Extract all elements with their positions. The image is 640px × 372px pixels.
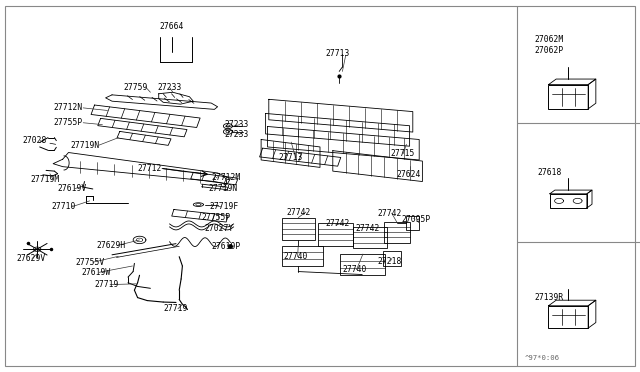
- Text: 27095P: 27095P: [402, 215, 431, 224]
- Bar: [384, 222, 410, 243]
- Text: 27233: 27233: [224, 130, 248, 139]
- Text: 27755V: 27755V: [76, 258, 105, 267]
- Text: 27233: 27233: [157, 83, 182, 92]
- Text: 27719M: 27719M: [31, 175, 60, 184]
- Bar: [383, 251, 401, 266]
- Text: 27719: 27719: [163, 304, 188, 313]
- Text: 27619P: 27619P: [211, 242, 241, 251]
- Text: 27742: 27742: [287, 208, 311, 217]
- Text: 27710: 27710: [51, 202, 76, 211]
- Bar: [548, 84, 588, 109]
- Bar: [550, 194, 587, 208]
- Text: 27218: 27218: [378, 257, 402, 266]
- Text: 27742: 27742: [378, 209, 402, 218]
- Text: 27629H: 27629H: [96, 241, 125, 250]
- Text: 27712: 27712: [138, 164, 162, 173]
- Text: 27713: 27713: [325, 49, 349, 58]
- Bar: [406, 216, 419, 230]
- Text: 27713: 27713: [278, 153, 303, 162]
- Text: 27233: 27233: [224, 120, 248, 129]
- Text: 27742: 27742: [355, 224, 380, 233]
- Text: 27619W: 27619W: [82, 268, 111, 277]
- Text: 27062P: 27062P: [534, 46, 564, 55]
- Text: 27712M: 27712M: [211, 173, 241, 182]
- Text: 27742: 27742: [325, 219, 349, 228]
- Text: 27619V: 27619V: [58, 184, 87, 193]
- Text: 27027Y: 27027Y: [205, 224, 234, 233]
- Text: 27740: 27740: [284, 252, 308, 261]
- Bar: [548, 306, 588, 328]
- Text: 27139R: 27139R: [534, 293, 564, 302]
- Text: 27715: 27715: [390, 149, 415, 158]
- Text: 27629V: 27629V: [16, 254, 45, 263]
- Bar: [340, 254, 385, 275]
- Bar: [353, 227, 387, 248]
- Text: 27740: 27740: [342, 265, 367, 274]
- Bar: [282, 218, 315, 240]
- Text: 27712N: 27712N: [53, 103, 83, 112]
- Text: 27028: 27028: [22, 136, 47, 145]
- Text: ^97*0:06: ^97*0:06: [525, 355, 560, 361]
- Text: 27618: 27618: [538, 169, 562, 177]
- Text: 27719: 27719: [95, 280, 119, 289]
- Text: 27664: 27664: [159, 22, 184, 31]
- Text: 27719N: 27719N: [208, 184, 237, 193]
- Text: 27759: 27759: [124, 83, 148, 92]
- Text: 27719F: 27719F: [209, 202, 239, 211]
- Text: 27719N: 27719N: [70, 141, 100, 150]
- Text: 27062M: 27062M: [534, 35, 564, 44]
- Text: 27755P: 27755P: [53, 118, 83, 127]
- Text: 27624: 27624: [397, 170, 421, 179]
- Bar: [318, 223, 353, 246]
- Text: 27755P: 27755P: [202, 213, 231, 222]
- Bar: [282, 246, 323, 266]
